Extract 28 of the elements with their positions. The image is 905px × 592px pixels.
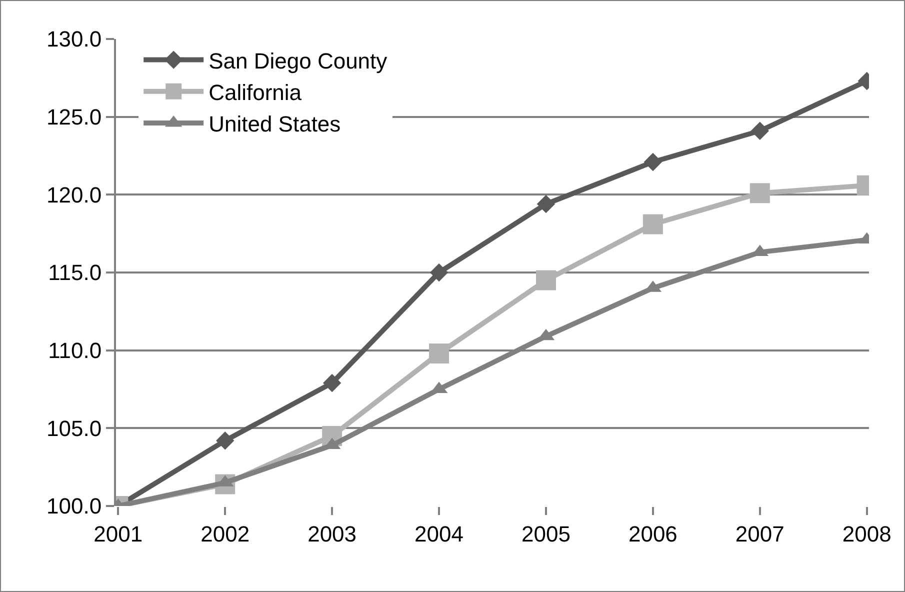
x-tick-label: 2006 <box>628 521 678 546</box>
point <box>430 263 448 282</box>
y-tick-label: 130.0 <box>46 26 102 52</box>
y-tick-label: 110.0 <box>48 338 102 364</box>
y-tick-label: 115.0 <box>48 260 102 286</box>
point <box>642 214 663 234</box>
y-tick-label: 120.0 <box>46 182 102 208</box>
legend-label: California <box>208 80 302 105</box>
y-tick-label: 100.0 <box>46 494 102 519</box>
point <box>644 152 662 172</box>
x-tick-label: 2004 <box>414 521 464 546</box>
point <box>322 374 342 392</box>
x-tick-label: 2005 <box>522 521 570 546</box>
x-tick-label: 2003 <box>308 521 357 546</box>
point <box>216 432 234 450</box>
legend-label: San Diego County <box>208 48 388 74</box>
point <box>750 183 770 204</box>
x-tick-label: 2008 <box>842 521 892 546</box>
x-tick-label: 2002 <box>200 521 250 546</box>
point <box>536 270 556 290</box>
point <box>429 343 450 364</box>
y-tick-label: 125.0 <box>46 104 102 130</box>
y-tick-label: 105.0 <box>46 416 102 441</box>
point <box>536 194 556 214</box>
x-tick-label: 2007 <box>735 521 784 546</box>
point <box>750 122 769 140</box>
x-tick-label: 2001 <box>94 521 143 546</box>
legend-label: United States <box>208 112 341 137</box>
